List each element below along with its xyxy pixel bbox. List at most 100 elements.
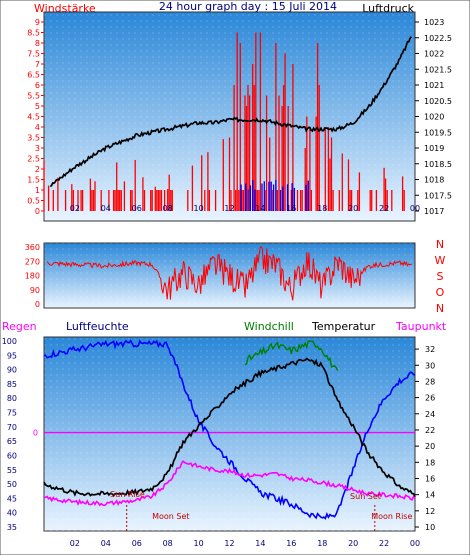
compass-label: S bbox=[437, 270, 444, 283]
temperature-tick-label: 18 bbox=[425, 458, 435, 467]
wind-tick-label: 5 bbox=[35, 102, 40, 111]
pressure-tick-label: 1017 bbox=[424, 207, 444, 216]
hour-tick-label: 12 bbox=[224, 539, 234, 548]
humidity-tick-label: 95 bbox=[7, 351, 17, 360]
hour-tick-label: 00 bbox=[410, 204, 420, 213]
pressure-tick-label: 1018 bbox=[424, 176, 444, 185]
compass-label: N bbox=[436, 302, 444, 315]
humidity-tick-label: 55 bbox=[7, 466, 17, 475]
direction-tick-label: 360 bbox=[25, 243, 40, 252]
rain-zero-label: 0 bbox=[33, 429, 38, 438]
humidity-tick-label: 80 bbox=[7, 394, 17, 403]
temperature-tick-label: 16 bbox=[425, 475, 435, 484]
pressure-tick-label: 1022.5 bbox=[424, 34, 452, 43]
wind-tick-label: 4.5 bbox=[27, 113, 40, 122]
wind-tick-label: 3.5 bbox=[27, 134, 40, 143]
moon-rise-label: Moon Rise bbox=[371, 512, 412, 521]
wind-tick-label: 0 bbox=[35, 207, 40, 216]
wind-tick-label: 1 bbox=[35, 186, 40, 195]
sun-set-label: Sun Set bbox=[350, 492, 381, 501]
hour-tick-label: 00 bbox=[410, 539, 420, 548]
pressure-tick-label: 1021.5 bbox=[424, 65, 452, 74]
wind-tick-label: 5.5 bbox=[27, 92, 40, 101]
wind-tick-label: 8.5 bbox=[27, 29, 40, 38]
hour-tick-label: 20 bbox=[348, 539, 358, 548]
temperature-tick-label: 10 bbox=[425, 523, 435, 532]
temperature-tick-label: 24 bbox=[425, 410, 435, 419]
pressure-tick-label: 1022 bbox=[424, 50, 444, 59]
legend-temperatur: Temperatur bbox=[311, 320, 376, 333]
hour-tick-label: 04 bbox=[101, 204, 111, 213]
temperature-tick-label: 26 bbox=[425, 394, 435, 403]
pressure-tick-label: 1021 bbox=[424, 81, 444, 90]
wind-tick-label: 6.5 bbox=[27, 71, 40, 80]
temperature-tick-label: 30 bbox=[425, 361, 435, 370]
humidity-tick-label: 70 bbox=[7, 423, 17, 432]
pressure-tick-label: 1020 bbox=[424, 113, 444, 122]
humidity-line bbox=[43, 339, 416, 520]
sun-rise-label: Sun Rise bbox=[110, 490, 145, 499]
humidity-tick-label: 60 bbox=[7, 452, 17, 461]
wind-tick-label: 6 bbox=[35, 81, 40, 90]
humidity-tick-label: 90 bbox=[7, 366, 17, 375]
humidity-tick-label: 75 bbox=[7, 409, 17, 418]
pressure-tick-label: 1019 bbox=[424, 144, 444, 153]
hour-tick-label: 06 bbox=[132, 539, 142, 548]
humidity-temperature-grid bbox=[44, 337, 415, 531]
hour-tick-label: 04 bbox=[101, 539, 111, 548]
humidity-tick-label: 65 bbox=[7, 437, 17, 446]
compass-label: N bbox=[436, 238, 444, 251]
legend-taupunkt: Taupunkt bbox=[395, 320, 447, 333]
hour-tick-label: 22 bbox=[379, 204, 389, 213]
wind-pressure-panel: 00.511.522.533.544.555.566.577.588.59101… bbox=[27, 11, 452, 222]
hour-tick-label: 08 bbox=[163, 204, 173, 213]
hour-tick-label: 16 bbox=[286, 539, 296, 548]
pressure-tick-label: 1020.5 bbox=[424, 97, 452, 106]
windchill-line bbox=[244, 340, 339, 371]
hour-tick-label: 20 bbox=[348, 204, 358, 213]
temperature-tick-label: 22 bbox=[425, 426, 435, 435]
wind-tick-label: 9 bbox=[35, 18, 40, 27]
humidity-tick-label: 40 bbox=[7, 509, 17, 518]
hour-tick-label: 14 bbox=[255, 539, 265, 548]
wind-tick-label: 2.5 bbox=[27, 155, 40, 164]
wind-direction-line bbox=[46, 246, 412, 301]
wind-tick-label: 7 bbox=[35, 60, 40, 69]
humidity-tick-label: 85 bbox=[7, 380, 17, 389]
hour-tick-label: 08 bbox=[163, 539, 173, 548]
compass-label: W bbox=[435, 254, 446, 267]
temperature-tick-label: 12 bbox=[425, 507, 435, 516]
direction-tick-label: 90 bbox=[30, 286, 40, 295]
humidity-tick-label: 35 bbox=[7, 523, 17, 532]
moon-set-label: Moon Set bbox=[152, 512, 189, 521]
hour-tick-label: 06 bbox=[132, 204, 142, 213]
legend-regen: Regen bbox=[2, 320, 37, 333]
hour-tick-label: 18 bbox=[317, 204, 327, 213]
humidity-tick-label: 45 bbox=[7, 494, 17, 503]
temperature-tick-label: 28 bbox=[425, 377, 435, 386]
pressure-tick-label: 1018.5 bbox=[424, 160, 452, 169]
direction-tick-label: 0 bbox=[35, 300, 40, 309]
compass-label: O bbox=[436, 286, 445, 299]
dewpoint-line bbox=[43, 460, 416, 507]
wind-tick-label: 7.5 bbox=[27, 50, 40, 59]
wind-tick-label: 8 bbox=[35, 39, 40, 48]
legend-windchill: Windchill bbox=[244, 320, 294, 333]
temperature-tick-label: 32 bbox=[425, 345, 435, 354]
pressure-tick-label: 1023 bbox=[424, 18, 444, 27]
graph-title: 24 hour graph day : 15 Juli 2014 bbox=[159, 0, 337, 13]
hour-tick-label: 16 bbox=[286, 204, 296, 213]
pressure-line bbox=[49, 36, 412, 188]
temperature-tick-label: 14 bbox=[425, 491, 435, 500]
hour-tick-label: 22 bbox=[379, 539, 389, 548]
humidity-temperature-panel: 35 40 45 50 55 60 65 70 75 80 85 90 95 100 10 12 14 16 18 2… bbox=[2, 336, 435, 532]
wind-tick-label: 1.5 bbox=[27, 176, 40, 185]
humidity-tick-label: 50 bbox=[7, 480, 17, 489]
hour-tick-label: 10 bbox=[194, 204, 204, 213]
humidity-tick-label: 100 bbox=[2, 337, 17, 346]
hour-tick-label: 02 bbox=[70, 204, 80, 213]
hour-tick-label: 12 bbox=[224, 204, 234, 213]
hour-tick-label: 10 bbox=[194, 539, 204, 548]
